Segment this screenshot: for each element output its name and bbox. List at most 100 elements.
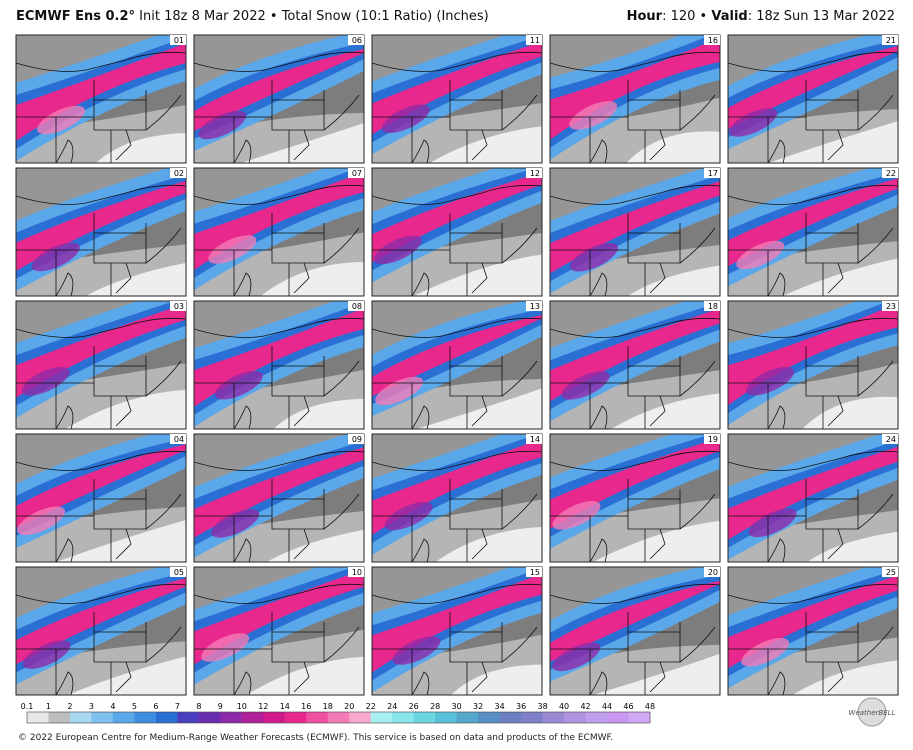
panel-label: 24: [886, 435, 896, 444]
colorbar-label: 16: [301, 702, 311, 711]
white-area: [240, 123, 364, 163]
borders: [16, 51, 186, 163]
snow-core: [208, 235, 257, 264]
coast: [55, 493, 182, 562]
map-panel: [550, 301, 720, 429]
borders: [16, 583, 186, 695]
coast: [767, 94, 894, 163]
white-area: [593, 520, 720, 562]
map-panel: [372, 567, 542, 695]
map-panel: [372, 301, 542, 429]
map-panel: [728, 35, 898, 163]
white-area: [802, 396, 898, 429]
snow-heavy: [16, 578, 186, 665]
snow-heavy: [728, 575, 898, 669]
colorbar-label: 48: [645, 702, 655, 711]
borders: [550, 184, 720, 296]
colorbar-label: 12: [258, 702, 268, 711]
hour-label: Hour: [626, 9, 663, 24]
colorbar-label: 7: [175, 702, 180, 711]
coast: [589, 227, 716, 296]
map-panel: [550, 434, 720, 562]
product: Total Snow (10:1 Ratio) (Inches): [281, 9, 489, 24]
snow-heavy: [550, 580, 720, 662]
white-area: [611, 393, 720, 429]
borders: [194, 184, 364, 296]
colorbar-label: 32: [473, 702, 483, 711]
coast: [233, 94, 360, 163]
colorbar-frame: [26, 711, 651, 724]
map-panel: [194, 168, 364, 296]
colorbar-label: 3: [89, 702, 94, 711]
borders: [372, 450, 542, 562]
panel-frame: [371, 433, 543, 563]
colorbar-swatch: [241, 712, 264, 723]
white-area: [626, 131, 720, 163]
colorbar-label: 18: [323, 702, 333, 711]
panel-frame: [193, 34, 365, 164]
colorbar-label: 34: [495, 702, 505, 711]
borders: [550, 51, 720, 163]
colorbar-swatch: [499, 712, 522, 723]
snow-heavy: [372, 438, 542, 536]
panel-frame: [15, 34, 187, 164]
map-panel: [550, 567, 720, 695]
borders: [728, 450, 898, 562]
panel-frame: [15, 167, 187, 297]
label-box: [170, 35, 186, 45]
borders: [194, 583, 364, 695]
colorbar-label: 24: [387, 702, 397, 711]
snow-heavy: [728, 303, 898, 406]
coast: [589, 360, 716, 429]
map-panel: [550, 35, 720, 163]
coast: [233, 493, 360, 562]
colorbar-label: 2: [67, 702, 72, 711]
white-area: [450, 664, 542, 695]
label-box: [348, 301, 364, 311]
panel-frame: [549, 300, 721, 430]
colorbar-swatch: [413, 712, 436, 723]
panel-label: 11: [530, 36, 540, 45]
label-box: [526, 434, 542, 444]
snow-core: [37, 105, 85, 135]
panel-label: 13: [530, 302, 540, 311]
panel-frame: [549, 34, 721, 164]
snow-core: [746, 366, 795, 396]
colorbar-label: 42: [580, 702, 590, 711]
map-panel: [372, 35, 542, 163]
borders: [550, 450, 720, 562]
panel-label: 03: [174, 302, 184, 311]
map-panel: [728, 301, 898, 429]
snow-heavy: [194, 308, 364, 407]
map-panel: [728, 567, 898, 695]
coast: [233, 626, 360, 695]
map-panel: [16, 434, 186, 562]
sep: •: [699, 9, 708, 24]
colorbar-label: 4: [110, 702, 115, 711]
colorbar-swatch: [607, 712, 630, 723]
colorbar-swatch: [177, 712, 200, 723]
snow-heavy: [728, 178, 898, 267]
panel-label: 04: [174, 435, 184, 444]
header-right: Hour: 120 • Valid: 18z Sun 13 Mar 2022: [627, 9, 895, 24]
panel-label: 09: [352, 435, 362, 444]
label-box: [348, 567, 364, 577]
panel-label: 22: [886, 169, 896, 178]
snow-core: [214, 371, 263, 400]
colorbar-swatch: [327, 712, 350, 723]
colorbar-swatch: [521, 712, 544, 723]
colorbar-label: 6: [153, 702, 158, 711]
white-area: [782, 258, 898, 296]
panel-label: 05: [174, 568, 184, 577]
label-box: [882, 434, 898, 444]
borders: [194, 450, 364, 562]
label-box: [170, 434, 186, 444]
snow-core: [21, 366, 70, 396]
snow-heavy: [16, 43, 186, 141]
panel-frame: [15, 433, 187, 563]
colorbar-swatch: [564, 712, 587, 723]
panel-frame: [549, 167, 721, 297]
snow-core: [552, 642, 601, 672]
